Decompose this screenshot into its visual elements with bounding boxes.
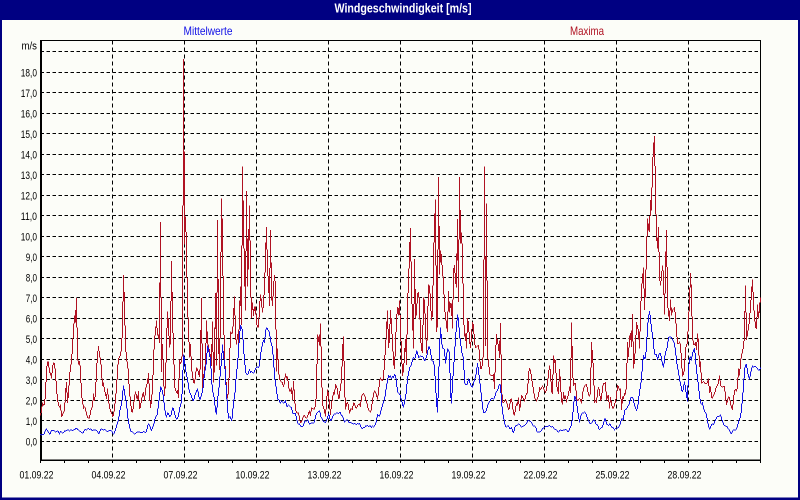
svg-text:10.09.22: 10.09.22 xyxy=(236,470,270,482)
svg-text:07.09.22: 07.09.22 xyxy=(164,470,198,482)
svg-text:18,0: 18,0 xyxy=(21,67,37,79)
svg-text:01.09.22: 01.09.22 xyxy=(20,470,54,482)
svg-text:Maxima: Maxima xyxy=(570,24,604,38)
svg-text:28.09.22: 28.09.22 xyxy=(668,470,702,482)
svg-text:11,0: 11,0 xyxy=(21,211,37,223)
svg-text:1,0: 1,0 xyxy=(26,416,37,428)
svg-text:16,0: 16,0 xyxy=(21,108,37,120)
svg-text:15,0: 15,0 xyxy=(21,129,37,141)
svg-text:14,0: 14,0 xyxy=(21,149,37,161)
svg-text:0,0: 0,0 xyxy=(26,436,37,448)
svg-text:m/s: m/s xyxy=(22,41,38,53)
svg-text:7,0: 7,0 xyxy=(26,293,37,305)
svg-text:9,0: 9,0 xyxy=(26,252,37,264)
svg-text:Mittelwerte: Mittelwerte xyxy=(184,24,233,38)
svg-text:8,0: 8,0 xyxy=(26,272,37,284)
svg-text:5,0: 5,0 xyxy=(26,334,37,346)
svg-text:04.09.22: 04.09.22 xyxy=(92,470,126,482)
svg-text:12,0: 12,0 xyxy=(21,190,37,202)
svg-text:3,0: 3,0 xyxy=(26,375,37,387)
svg-text:25.09.22: 25.09.22 xyxy=(596,470,630,482)
svg-text:22.09.22: 22.09.22 xyxy=(524,470,558,482)
svg-text:13.09.22: 13.09.22 xyxy=(308,470,342,482)
svg-text:19.09.22: 19.09.22 xyxy=(452,470,486,482)
svg-text:10,0: 10,0 xyxy=(21,231,37,243)
svg-text:2,0: 2,0 xyxy=(26,395,37,407)
svg-text:16.09.22: 16.09.22 xyxy=(380,470,414,482)
svg-text:Windgeschwindigkeit [m/s]: Windgeschwindigkeit [m/s] xyxy=(335,0,472,15)
svg-text:4,0: 4,0 xyxy=(26,354,37,366)
svg-text:13,0: 13,0 xyxy=(21,170,37,182)
svg-text:6,0: 6,0 xyxy=(26,313,37,325)
svg-text:17,0: 17,0 xyxy=(21,88,37,100)
